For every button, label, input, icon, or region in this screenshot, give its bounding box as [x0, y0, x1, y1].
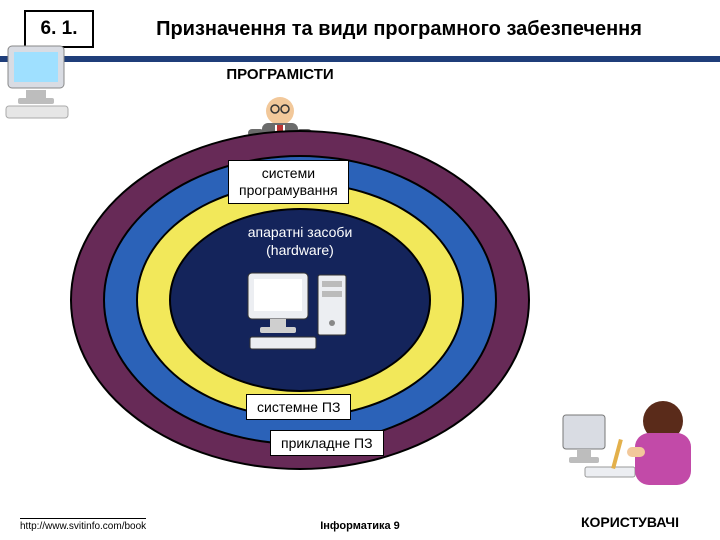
computer-icon [240, 265, 360, 355]
applied-software-label: прикладне ПЗ [270, 430, 384, 456]
user-block: КОРИСТУВАЧІ [550, 385, 710, 530]
corner-monitor-icon [2, 40, 72, 125]
system-software-label: системне ПЗ [246, 394, 351, 420]
onion-diagram: апаратні засоби (hardware) системи прогр… [70, 130, 530, 470]
slide-header: 6. 1. Призначення та види програмного за… [0, 0, 720, 60]
footer-center: Інформатика 9 [0, 520, 720, 532]
user-icon [555, 385, 705, 505]
hardware-label-line1: апаратні засоби [248, 224, 353, 242]
programming-systems-label: системи програмування [228, 160, 349, 204]
hardware-label-line2: (hardware) [266, 242, 334, 260]
ring-hardware-core: апаратні засоби (hardware) [169, 208, 431, 392]
programmers-label: ПРОГРАМІСТИ [180, 66, 380, 83]
slide-title: Призначення та види програмного забезпеч… [118, 17, 720, 41]
title-underline [0, 56, 720, 62]
